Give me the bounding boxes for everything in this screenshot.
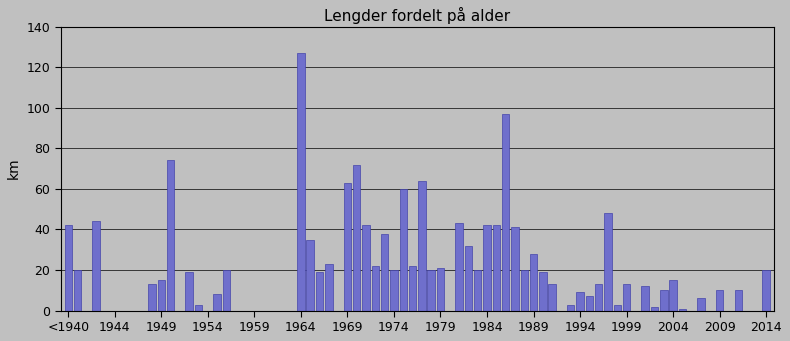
Bar — [521, 270, 528, 311]
Bar — [186, 272, 193, 311]
Bar — [623, 284, 630, 311]
Bar — [400, 189, 407, 311]
Bar — [307, 240, 314, 311]
Bar — [474, 270, 481, 311]
Bar — [585, 296, 593, 311]
Bar — [363, 225, 370, 311]
Bar — [353, 164, 360, 311]
Bar — [641, 286, 649, 311]
Bar — [651, 307, 658, 311]
Bar — [167, 161, 175, 311]
Bar — [316, 272, 323, 311]
Bar — [455, 223, 463, 311]
Bar — [297, 53, 305, 311]
Bar — [195, 305, 202, 311]
Bar — [483, 225, 491, 311]
Bar — [548, 284, 556, 311]
Bar — [660, 290, 668, 311]
Bar — [604, 213, 611, 311]
Bar — [698, 298, 705, 311]
Bar — [511, 227, 519, 311]
Bar — [223, 270, 230, 311]
Bar — [381, 234, 389, 311]
Bar — [465, 246, 472, 311]
Title: Lengder fordelt på alder: Lengder fordelt på alder — [324, 7, 510, 24]
Bar — [157, 280, 165, 311]
Bar — [418, 181, 426, 311]
Bar — [502, 114, 510, 311]
Bar — [73, 270, 81, 311]
Bar — [409, 266, 416, 311]
Bar — [567, 305, 574, 311]
Bar — [762, 270, 770, 311]
Bar — [539, 272, 547, 311]
Bar — [344, 183, 351, 311]
Bar — [614, 305, 621, 311]
Bar — [427, 270, 435, 311]
Y-axis label: km: km — [7, 158, 21, 179]
Bar — [65, 225, 72, 311]
Bar — [595, 284, 603, 311]
Bar — [437, 268, 444, 311]
Bar — [213, 294, 221, 311]
Bar — [371, 266, 379, 311]
Bar — [325, 264, 333, 311]
Bar — [493, 225, 500, 311]
Bar — [577, 292, 584, 311]
Bar — [390, 270, 397, 311]
Bar — [735, 290, 742, 311]
Bar — [669, 280, 677, 311]
Bar — [530, 254, 537, 311]
Bar — [716, 290, 724, 311]
Bar — [149, 284, 156, 311]
Bar — [679, 309, 687, 311]
Bar — [92, 221, 100, 311]
